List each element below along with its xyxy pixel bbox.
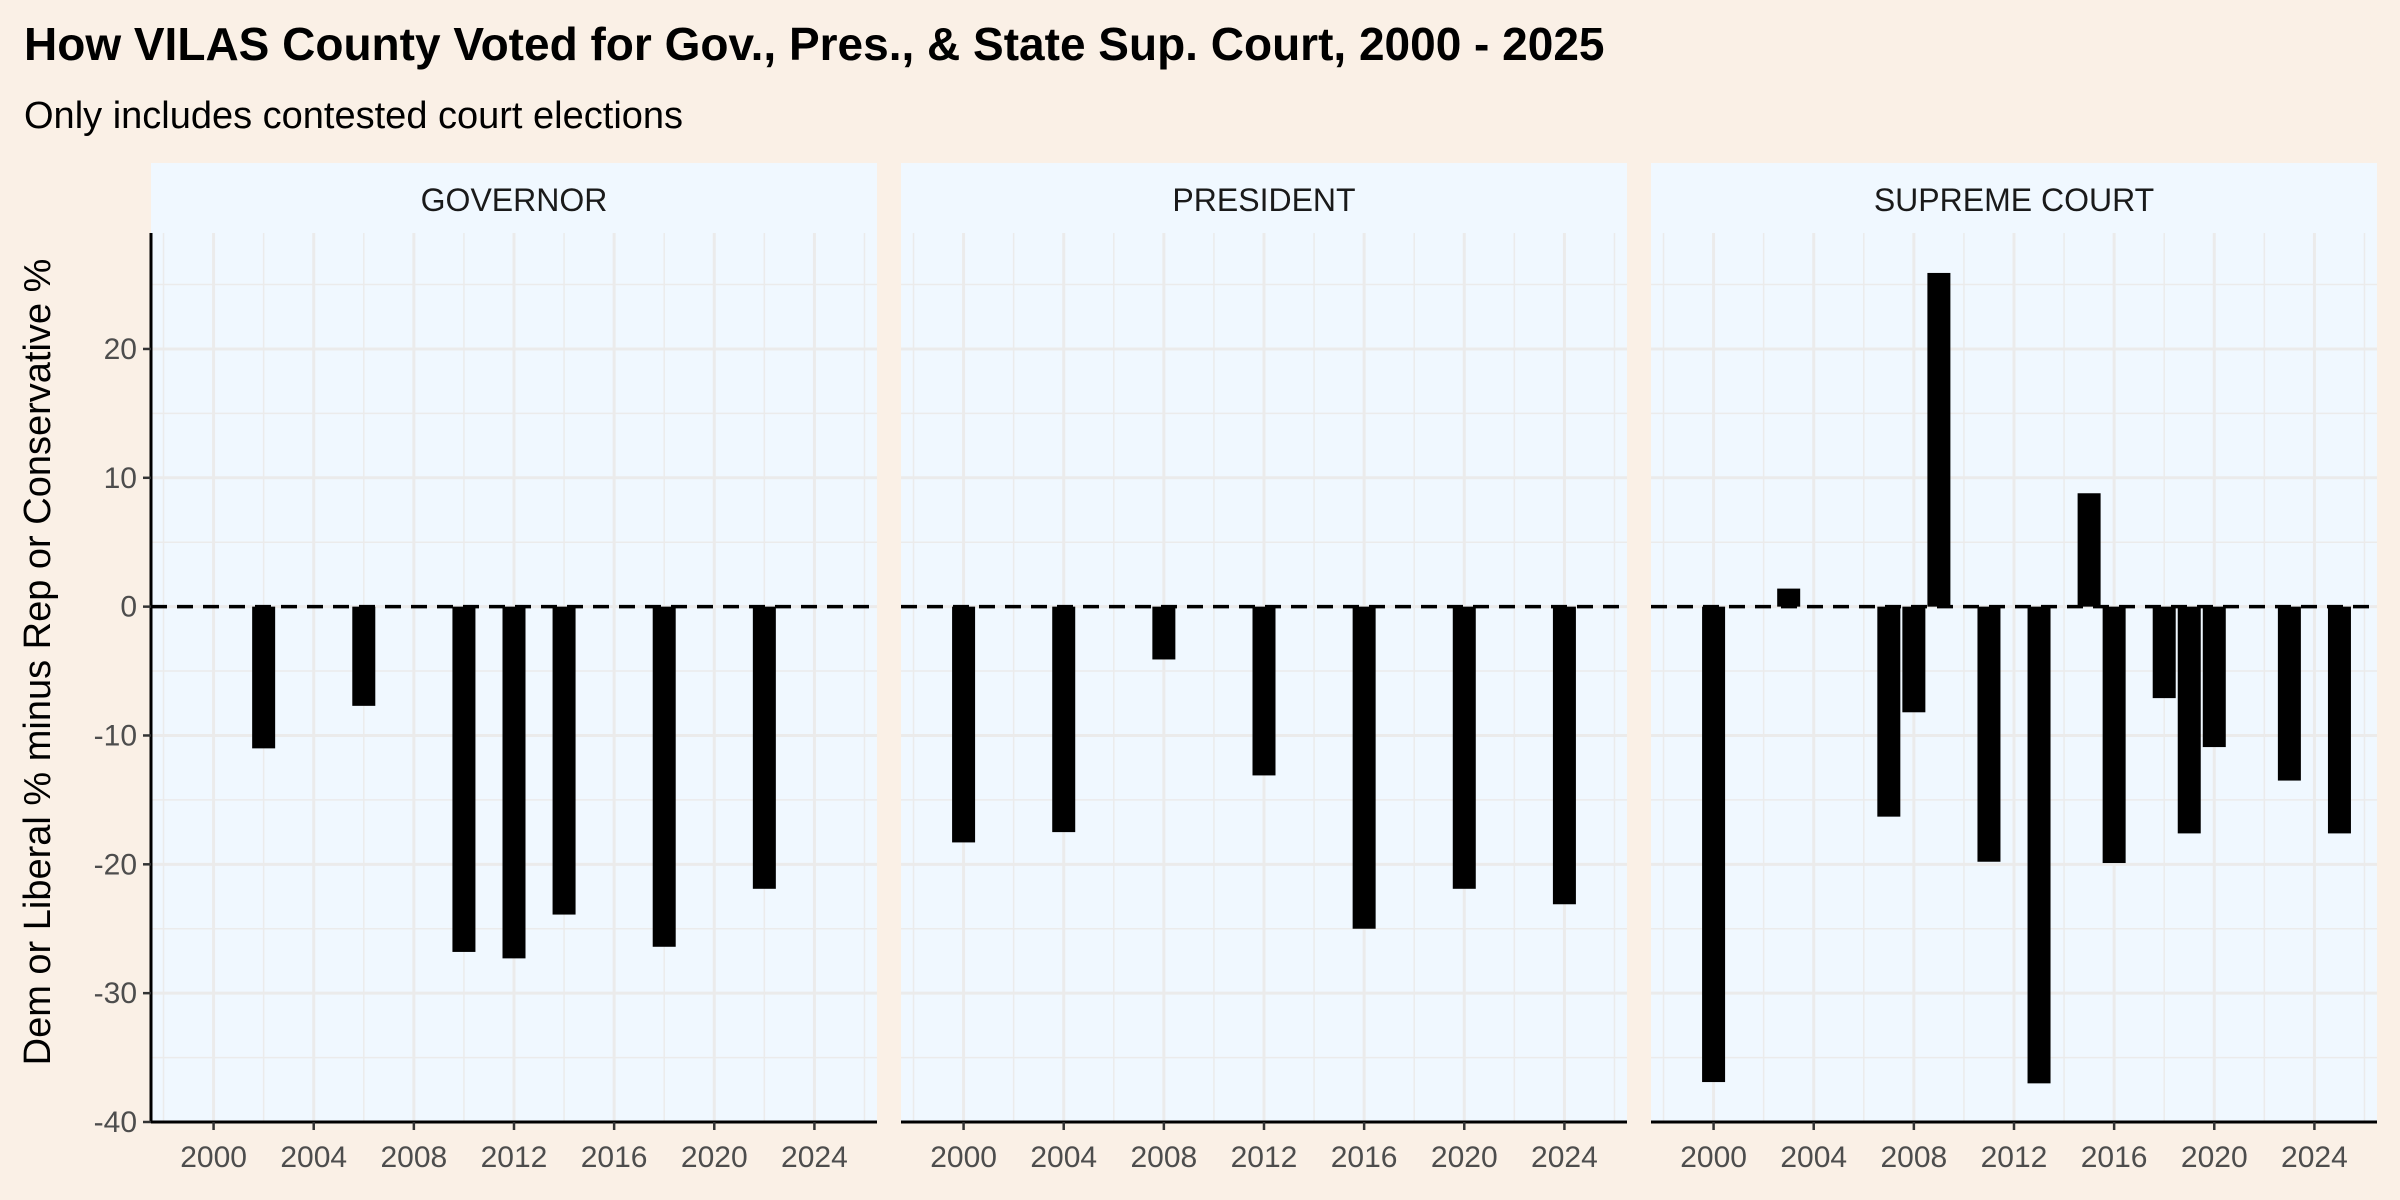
chart-subtitle: Only includes contested court elections bbox=[24, 95, 683, 137]
bar bbox=[2102, 606, 2126, 864]
bar bbox=[2327, 606, 2351, 834]
x-tick-label: 2016 bbox=[581, 1141, 648, 1174]
bar bbox=[1252, 606, 1276, 776]
x-tick-label: 2004 bbox=[1780, 1141, 1847, 1174]
y-tick-label: -20 bbox=[94, 848, 137, 881]
bar bbox=[2027, 606, 2051, 1084]
x-tick-label: 2004 bbox=[1030, 1141, 1097, 1174]
bar bbox=[1352, 606, 1376, 929]
x-tick-label: 2024 bbox=[1531, 1141, 1598, 1174]
bar bbox=[1052, 606, 1076, 833]
bar bbox=[1777, 588, 1801, 607]
y-tick-label: -10 bbox=[94, 719, 137, 752]
bar bbox=[752, 606, 776, 889]
y-axis-label: Dem or Liberal % minus Rep or Conservati… bbox=[17, 259, 59, 1066]
bar bbox=[552, 606, 576, 915]
x-tick-label: 2008 bbox=[380, 1141, 447, 1174]
x-tick-label: 2008 bbox=[1130, 1141, 1197, 1174]
y-tick-label: 0 bbox=[120, 591, 137, 624]
bar bbox=[1152, 606, 1176, 660]
x-tick-label: 2016 bbox=[1331, 1141, 1398, 1174]
bar bbox=[652, 606, 676, 947]
x-tick-label: 2000 bbox=[930, 1141, 997, 1174]
panel-strip-label: GOVERNOR bbox=[421, 182, 608, 218]
x-tick-label: 2020 bbox=[681, 1141, 748, 1174]
panel-strip-label: PRESIDENT bbox=[1172, 182, 1355, 218]
x-tick-label: 2012 bbox=[481, 1141, 548, 1174]
panel-strip bbox=[901, 163, 1627, 233]
x-tick-label: 2004 bbox=[280, 1141, 347, 1174]
x-tick-label: 2020 bbox=[2181, 1141, 2248, 1174]
x-tick-label: 2020 bbox=[1431, 1141, 1498, 1174]
bar bbox=[252, 606, 276, 749]
x-tick-label: 2012 bbox=[1231, 1141, 1298, 1174]
panel-president: PRESIDENT 2000 2004 2008 2012 2016 2020 2024 bbox=[901, 163, 1627, 1174]
bar bbox=[1452, 606, 1476, 889]
x-tick-label: 2024 bbox=[2281, 1141, 2348, 1174]
bar bbox=[2152, 606, 2176, 699]
y-tick-label: -30 bbox=[94, 977, 137, 1010]
bar bbox=[2277, 606, 2301, 781]
bar bbox=[352, 606, 376, 706]
y-tick-label: 10 bbox=[104, 462, 137, 495]
bar bbox=[1552, 606, 1576, 905]
panel-strip bbox=[1651, 163, 2377, 233]
bar bbox=[1977, 606, 2001, 862]
bar bbox=[1877, 606, 1901, 817]
y-tick-label: -40 bbox=[94, 1106, 137, 1139]
bar bbox=[1702, 606, 1726, 1083]
x-tick-label: 2016 bbox=[2081, 1141, 2148, 1174]
x-tick-label: 2000 bbox=[180, 1141, 247, 1174]
bar bbox=[2177, 606, 2201, 834]
bar bbox=[1927, 272, 1951, 607]
x-tick-label: 2024 bbox=[781, 1141, 848, 1174]
panel-strip bbox=[151, 163, 877, 233]
x-tick-label: 2000 bbox=[1680, 1141, 1747, 1174]
bar bbox=[1902, 606, 1926, 713]
bar bbox=[452, 606, 476, 952]
bar bbox=[2202, 606, 2226, 748]
y-tick-label: 20 bbox=[104, 333, 137, 366]
panel-strip-label: SUPREME COURT bbox=[1874, 182, 2154, 218]
bar bbox=[2077, 493, 2101, 607]
panels-layer: GOVERNOR 2000 2004 2008 2012 2016 2020 2024 -40 -… bbox=[94, 163, 2377, 1174]
panel-supreme-court: SUPREME COURT 2000 2004 2008 2012 2016 2020 202… bbox=[1651, 163, 2377, 1174]
bar bbox=[952, 606, 976, 843]
chart-title: How VILAS County Voted for Gov., Pres., … bbox=[24, 18, 1605, 70]
panel-governor: GOVERNOR 2000 2004 2008 2012 2016 2020 2024 -40 -… bbox=[94, 163, 877, 1174]
bar bbox=[502, 606, 526, 959]
x-tick-label: 2012 bbox=[1981, 1141, 2048, 1174]
x-tick-label: 2008 bbox=[1880, 1141, 1947, 1174]
